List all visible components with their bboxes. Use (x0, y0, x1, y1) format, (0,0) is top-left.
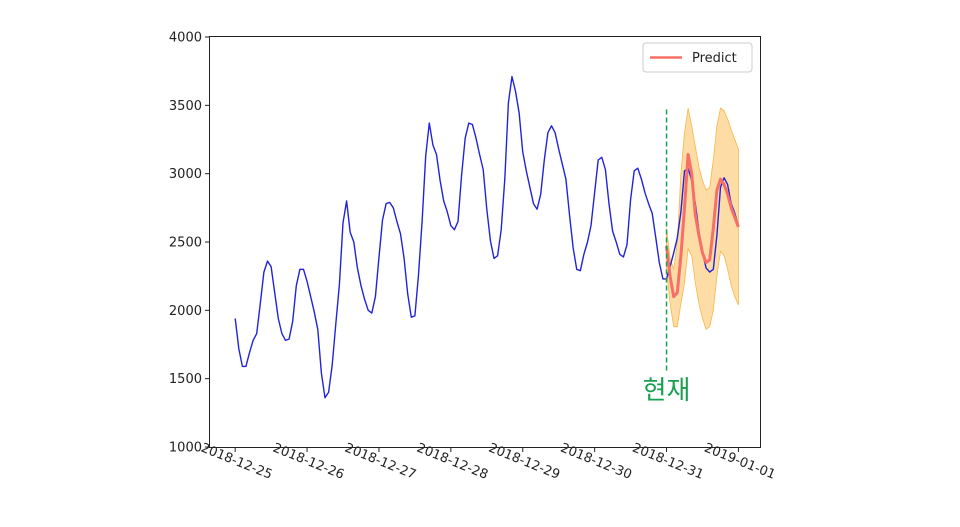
y-tick-label: 2500 (169, 236, 202, 251)
y-tick-label: 2000 (169, 304, 202, 319)
legend-label-predict: Predict (692, 51, 737, 66)
y-tick-label: 1000 (169, 441, 202, 456)
now-annotation: 현재 (643, 376, 691, 406)
confidence-band (666, 107, 739, 331)
series-line-predict (665, 153, 740, 299)
x-tick-label: 2018-12-27 (342, 441, 418, 483)
legend: Predict (642, 42, 753, 73)
x-tick-label: 2018-12-25 (199, 441, 275, 483)
y-axis: 1000 1500 2000 2500 3000 3500 4000 (169, 31, 210, 456)
x-tick-label: 2018-12-29 (486, 441, 562, 483)
y-tick-label: 3500 (169, 99, 202, 114)
x-tick-label: 2018-12-30 (558, 441, 634, 483)
y-tick-label: 4000 (169, 31, 202, 46)
series-line-observed (234, 75, 667, 399)
x-tick-label: 2019-01-01 (702, 441, 778, 483)
x-tick-label: 2018-12-26 (271, 441, 347, 483)
confidence-band-layer (666, 107, 739, 331)
x-tick-label: 2018-12-31 (630, 441, 706, 483)
x-tick-label: 2018-12-28 (414, 441, 490, 483)
y-tick-label: 3000 (169, 167, 202, 182)
y-tick-label: 1500 (169, 372, 202, 387)
legend-box (642, 42, 753, 73)
series-layer (234, 75, 740, 399)
x-axis: 2018-12-252018-12-262018-12-272018-12-28… (199, 441, 778, 483)
